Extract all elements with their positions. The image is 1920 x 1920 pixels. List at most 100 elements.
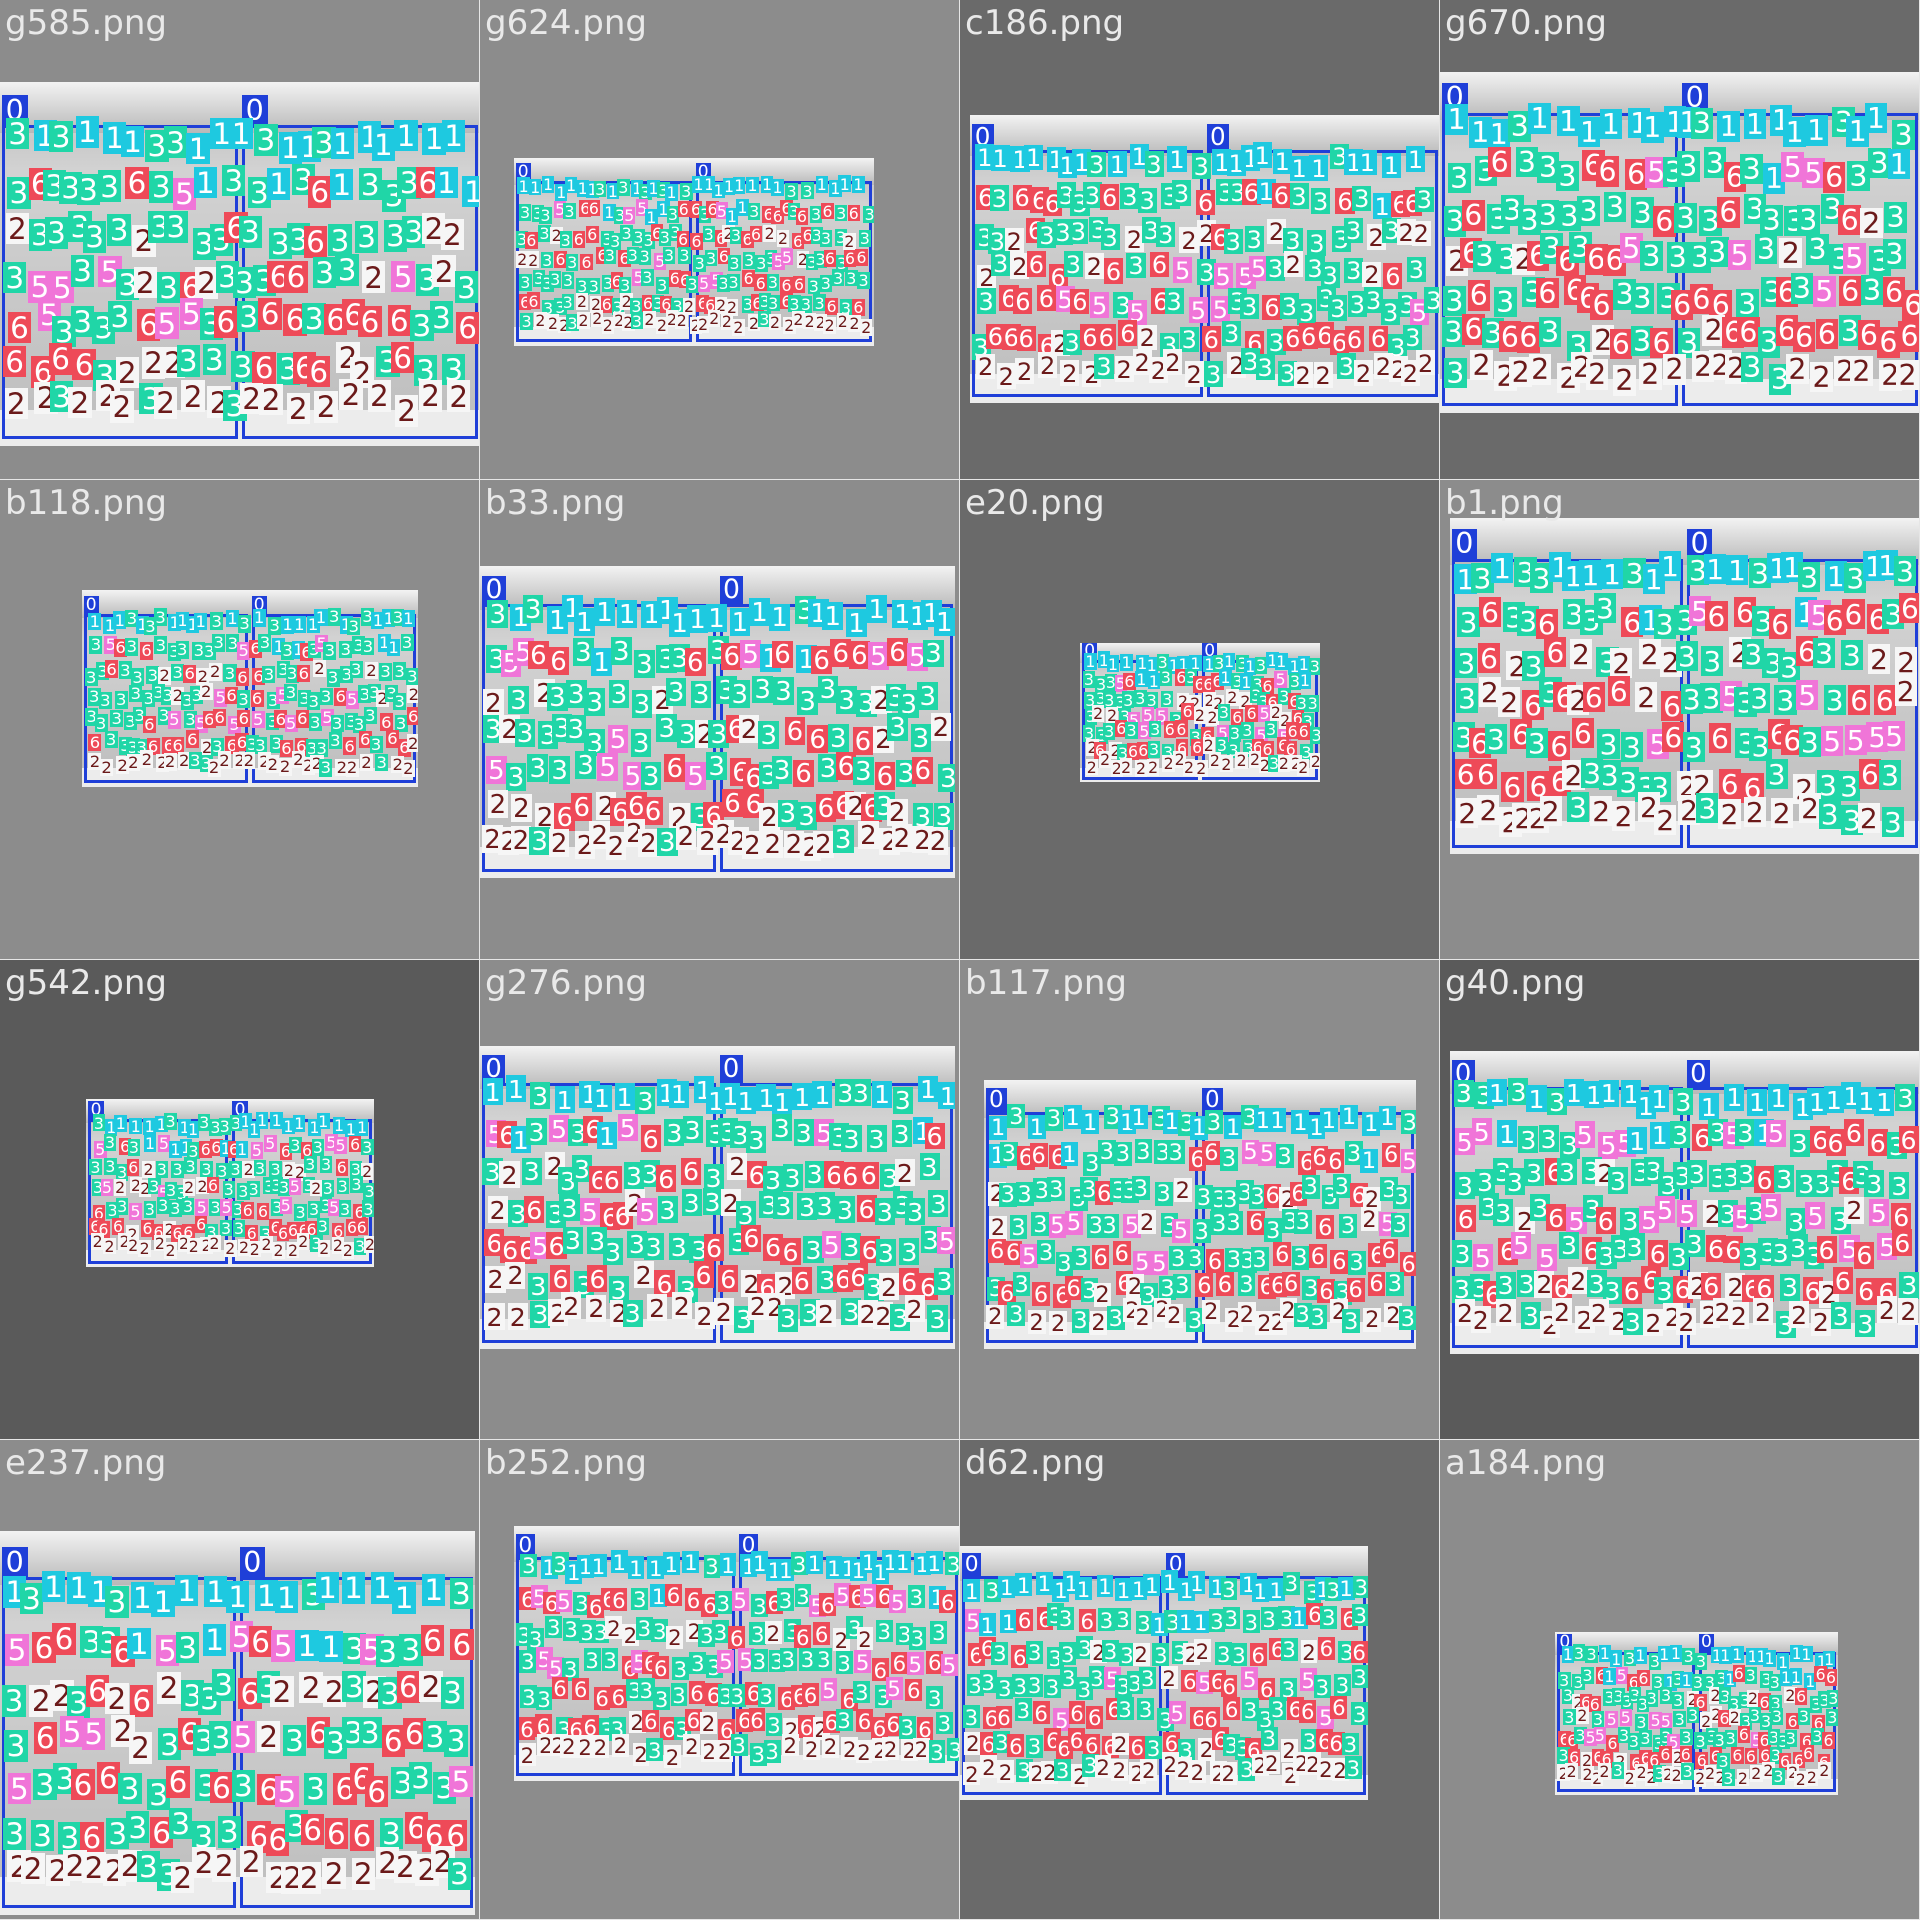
detection-label-3: 3 xyxy=(1556,1158,1577,1186)
detection-label-5: 5 xyxy=(250,1141,264,1161)
detection-label-3: 3 xyxy=(200,1159,213,1179)
detection-label-6: 6 xyxy=(130,1685,154,1717)
detection-label-2: 2 xyxy=(483,689,504,718)
detection-label-2: 2 xyxy=(822,1734,839,1760)
detection-label-3: 3 xyxy=(746,1126,767,1154)
detection-label-3: 3 xyxy=(750,1648,768,1674)
detection-label-3: 3 xyxy=(548,269,562,289)
detection-label-1: 1 xyxy=(332,1116,346,1136)
detection-label-3: 3 xyxy=(1310,726,1320,744)
detection-label-2: 2 xyxy=(419,1670,443,1703)
detection-label-3: 3 xyxy=(1241,348,1261,377)
detection-label-2: 2 xyxy=(487,1195,508,1223)
detection-label-3: 3 xyxy=(402,216,426,248)
detection-label-3: 3 xyxy=(4,1730,28,1762)
detection-label-6: 6 xyxy=(250,688,264,708)
detection-label-5: 5 xyxy=(288,1176,302,1196)
detection-label-3: 3 xyxy=(1585,1645,1598,1665)
detection-label-3: 3 xyxy=(1680,1727,1693,1747)
detection-label-2: 2 xyxy=(1195,758,1208,778)
detection-label-3: 3 xyxy=(926,1685,944,1711)
detection-label-6: 6 xyxy=(825,296,838,316)
detection-label-1: 1 xyxy=(590,1553,607,1579)
detection-label-5: 5 xyxy=(617,1114,638,1141)
detection-label-1: 1 xyxy=(596,1122,618,1149)
detection-label-1: 1 xyxy=(315,1571,340,1604)
detection-label-1: 1 xyxy=(114,1114,127,1134)
detection-label-3: 3 xyxy=(1603,191,1627,223)
detection-label-3: 3 xyxy=(1126,252,1146,281)
detection-label-3: 3 xyxy=(835,1195,856,1223)
detection-label-3: 3 xyxy=(1673,1088,1694,1116)
detection-label-2: 2 xyxy=(1015,358,1035,387)
detection-label-6: 6 xyxy=(874,762,896,791)
detection-label-5: 5 xyxy=(731,1587,749,1613)
detection-label-3: 3 xyxy=(835,1650,853,1676)
detection-label-2: 2 xyxy=(664,1744,681,1770)
detection-label-5: 5 xyxy=(195,1198,208,1218)
detection-label-1: 1 xyxy=(1747,1088,1768,1116)
detection-label-1: 1 xyxy=(1490,553,1514,584)
detection-label-6: 6 xyxy=(847,203,861,223)
detection-label-3: 3 xyxy=(1098,1607,1115,1633)
detection-label-2: 2 xyxy=(1132,1642,1150,1668)
detection-label-2: 2 xyxy=(762,829,784,858)
detection-label-2: 2 xyxy=(1411,220,1431,249)
detection-label-3: 3 xyxy=(1328,294,1348,323)
detection-label-3: 3 xyxy=(991,250,1011,279)
detection-label-6: 6 xyxy=(1299,1699,1317,1725)
detection-label-6: 6 xyxy=(802,1682,819,1708)
detection-label-3: 3 xyxy=(928,1190,949,1218)
detection-label-5: 5 xyxy=(1173,256,1193,285)
detection-label-1: 1 xyxy=(963,1578,981,1604)
detection-label-1: 1 xyxy=(771,177,784,197)
detection-label-5: 5 xyxy=(1171,1218,1190,1245)
detection-label-3: 3 xyxy=(1224,1210,1243,1237)
detection-label-1: 1 xyxy=(1600,559,1624,590)
detection-label-2: 2 xyxy=(707,309,721,329)
detection-label-3: 3 xyxy=(730,1733,748,1759)
detection-label-1: 1 xyxy=(591,1084,612,1112)
detection-label-2: 2 xyxy=(1124,225,1144,254)
detection-label-2: 2 xyxy=(1179,226,1199,255)
detection-label-2: 2 xyxy=(141,347,166,379)
detection-label-1: 1 xyxy=(852,175,865,195)
detection-label-3: 3 xyxy=(175,1631,200,1664)
detection-label-2: 2 xyxy=(700,1739,718,1765)
detection-label-3: 3 xyxy=(1026,1640,1044,1666)
detection-label-6: 6 xyxy=(416,166,440,199)
detection-label-3: 3 xyxy=(1228,723,1242,743)
detection-label-5: 5 xyxy=(854,1649,872,1675)
detection-label-2: 2 xyxy=(675,822,697,851)
detection-label-3: 3 xyxy=(143,1200,157,1220)
detection-label-1: 1 xyxy=(1057,152,1077,181)
detection-label-3: 3 xyxy=(619,275,632,295)
detection-label-6: 6 xyxy=(1488,146,1511,178)
detection-label-3: 3 xyxy=(563,1226,584,1254)
detection-label-2: 2 xyxy=(1137,324,1157,353)
detection-label-1: 1 xyxy=(295,1629,319,1662)
detection-label-2: 2 xyxy=(1193,706,1207,726)
detection-label-2: 2 xyxy=(534,311,547,330)
detection-label-5: 5 xyxy=(231,1721,255,1753)
detection-label-2: 2 xyxy=(138,1239,151,1259)
detection-label-3: 3 xyxy=(1696,793,1719,824)
detection-label-2: 2 xyxy=(763,224,776,244)
detection-label-6: 6 xyxy=(905,1678,923,1704)
detection-label-3: 3 xyxy=(1406,256,1426,285)
detection-label-1: 1 xyxy=(143,1134,157,1154)
detection-label-2: 2 xyxy=(1898,1297,1919,1325)
detection-label-3: 3 xyxy=(1007,1103,1026,1130)
detection-label-2: 2 xyxy=(1663,354,1686,385)
detection-label-1: 1 xyxy=(441,120,466,152)
detection-label-2: 2 xyxy=(418,380,443,412)
detection-label-3: 3 xyxy=(323,641,337,661)
detection-label-2: 2 xyxy=(406,734,418,752)
detection-label-3: 3 xyxy=(1690,108,1714,139)
detection-label-6: 6 xyxy=(550,1265,571,1293)
detection-label-3: 3 xyxy=(658,228,672,248)
detection-label-3: 3 xyxy=(1864,1170,1885,1198)
detection-label-6: 6 xyxy=(793,759,814,788)
detection-label-3: 3 xyxy=(358,168,382,200)
